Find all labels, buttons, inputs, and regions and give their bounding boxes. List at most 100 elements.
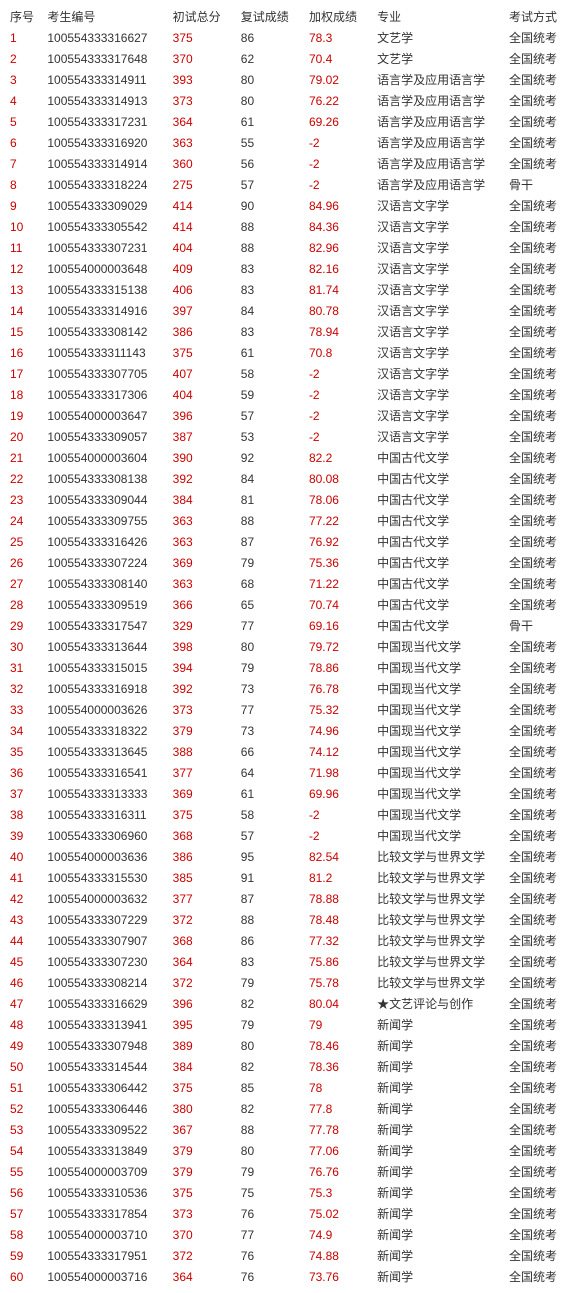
cell-seq: 30 bbox=[8, 636, 45, 657]
cell-s2: 62 bbox=[239, 48, 307, 69]
cell-s2: 58 bbox=[239, 363, 307, 384]
cell-wt: 78.06 bbox=[307, 489, 375, 510]
cell-s1: 372 bbox=[171, 1245, 239, 1266]
cell-seq: 33 bbox=[8, 699, 45, 720]
cell-exam: 全国统考 bbox=[507, 195, 573, 216]
cell-major: 比较文学与世界文学 bbox=[375, 867, 507, 888]
cell-exam: 全国统考 bbox=[507, 762, 573, 783]
cell-id: 100554333306442 bbox=[45, 1077, 170, 1098]
cell-s1: 414 bbox=[171, 195, 239, 216]
cell-s1: 363 bbox=[171, 510, 239, 531]
cell-s1: 379 bbox=[171, 1140, 239, 1161]
cell-major: 中国现当代文学 bbox=[375, 762, 507, 783]
cell-seq: 49 bbox=[8, 1035, 45, 1056]
cell-s2: 84 bbox=[239, 468, 307, 489]
cell-seq: 9 bbox=[8, 195, 45, 216]
cell-exam: 全国统考 bbox=[507, 804, 573, 825]
cell-s2: 84 bbox=[239, 300, 307, 321]
cell-major: 新闻学 bbox=[375, 1014, 507, 1035]
cell-id: 100554333309519 bbox=[45, 594, 170, 615]
cell-wt: 82.96 bbox=[307, 237, 375, 258]
cell-s1: 380 bbox=[171, 1098, 239, 1119]
cell-s2: 66 bbox=[239, 741, 307, 762]
cell-wt: 84.36 bbox=[307, 216, 375, 237]
cell-exam: 全国统考 bbox=[507, 1203, 573, 1224]
cell-exam: 骨干 bbox=[507, 174, 573, 195]
cell-s1: 366 bbox=[171, 594, 239, 615]
table-row: 601005540000037163647673.76新闻学全国统考 bbox=[8, 1266, 573, 1287]
cell-major: 中国现当代文学 bbox=[375, 678, 507, 699]
cell-wt: 75.02 bbox=[307, 1203, 375, 1224]
cell-major: 比较文学与世界文学 bbox=[375, 846, 507, 867]
cell-id: 100554333317231 bbox=[45, 111, 170, 132]
cell-id: 100554333313644 bbox=[45, 636, 170, 657]
cell-s1: 375 bbox=[171, 1182, 239, 1203]
cell-wt: 80.04 bbox=[307, 993, 375, 1014]
cell-seq: 5 bbox=[8, 111, 45, 132]
cell-exam: 全国统考 bbox=[507, 1119, 573, 1140]
cell-s1: 387 bbox=[171, 426, 239, 447]
table-row: 111005543333072314048882.96汉语言文字学全国统考 bbox=[8, 237, 573, 258]
cell-id: 100554333307948 bbox=[45, 1035, 170, 1056]
cell-s2: 53 bbox=[239, 426, 307, 447]
cell-major: 比较文学与世界文学 bbox=[375, 972, 507, 993]
cell-s2: 83 bbox=[239, 951, 307, 972]
cell-s1: 396 bbox=[171, 993, 239, 1014]
cell-seq: 14 bbox=[8, 300, 45, 321]
cell-s1: 404 bbox=[171, 237, 239, 258]
cell-id: 100554333316311 bbox=[45, 804, 170, 825]
cell-major: 汉语言文字学 bbox=[375, 258, 507, 279]
cell-wt: -2 bbox=[307, 804, 375, 825]
cell-major: 语言学及应用语言学 bbox=[375, 174, 507, 195]
cell-major: 中国古代文学 bbox=[375, 594, 507, 615]
cell-s2: 56 bbox=[239, 153, 307, 174]
cell-seq: 7 bbox=[8, 153, 45, 174]
cell-wt: 80.08 bbox=[307, 468, 375, 489]
cell-id: 100554333313333 bbox=[45, 783, 170, 804]
cell-wt: -2 bbox=[307, 153, 375, 174]
cell-s1: 384 bbox=[171, 1056, 239, 1077]
cell-seq: 60 bbox=[8, 1266, 45, 1287]
cell-seq: 20 bbox=[8, 426, 45, 447]
table-row: 401005540000036363869582.54比较文学与世界文学全国统考 bbox=[8, 846, 573, 867]
table-row: 1910055400000364739657-2汉语言文字学全国统考 bbox=[8, 405, 573, 426]
cell-s2: 83 bbox=[239, 321, 307, 342]
table-row: 511005543333064423758578新闻学全国统考 bbox=[8, 1077, 573, 1098]
cell-s1: 372 bbox=[171, 972, 239, 993]
table-row: 501005543333145443848278.36新闻学全国统考 bbox=[8, 1056, 573, 1077]
cell-seq: 50 bbox=[8, 1056, 45, 1077]
cell-seq: 3 bbox=[8, 69, 45, 90]
cell-major: 语言学及应用语言学 bbox=[375, 69, 507, 90]
cell-major: 新闻学 bbox=[375, 1161, 507, 1182]
cell-wt: 73.76 bbox=[307, 1266, 375, 1287]
cell-id: 100554333315015 bbox=[45, 657, 170, 678]
cell-major: 中国古代文学 bbox=[375, 489, 507, 510]
col-header-major: 专业 bbox=[375, 6, 507, 27]
cell-seq: 52 bbox=[8, 1098, 45, 1119]
cell-wt: -2 bbox=[307, 384, 375, 405]
table-row: 31005543333149113938079.02语言学及应用语言学全国统考 bbox=[8, 69, 573, 90]
cell-exam: 全国统考 bbox=[507, 342, 573, 363]
cell-id: 100554333316426 bbox=[45, 531, 170, 552]
cell-wt: -2 bbox=[307, 405, 375, 426]
cell-major: 新闻学 bbox=[375, 1035, 507, 1056]
cell-seq: 37 bbox=[8, 783, 45, 804]
cell-s1: 364 bbox=[171, 111, 239, 132]
cell-wt: 79.02 bbox=[307, 69, 375, 90]
cell-wt: 79.72 bbox=[307, 636, 375, 657]
cell-exam: 全国统考 bbox=[507, 1182, 573, 1203]
cell-wt: -2 bbox=[307, 825, 375, 846]
table-row: 251005543333164263638776.92中国古代文学全国统考 bbox=[8, 531, 573, 552]
table-row: 41005543333149133738076.22语言学及应用语言学全国统考 bbox=[8, 90, 573, 111]
table-row: 481005543333139413957979新闻学全国统考 bbox=[8, 1014, 573, 1035]
cell-id: 100554333307229 bbox=[45, 909, 170, 930]
cell-seq: 17 bbox=[8, 363, 45, 384]
cell-wt: 69.26 bbox=[307, 111, 375, 132]
cell-s2: 58 bbox=[239, 804, 307, 825]
cell-s2: 59 bbox=[239, 384, 307, 405]
cell-major: 新闻学 bbox=[375, 1182, 507, 1203]
cell-s1: 363 bbox=[171, 531, 239, 552]
cell-id: 100554333318322 bbox=[45, 720, 170, 741]
cell-exam: 全国统考 bbox=[507, 321, 573, 342]
cell-wt: 81.74 bbox=[307, 279, 375, 300]
